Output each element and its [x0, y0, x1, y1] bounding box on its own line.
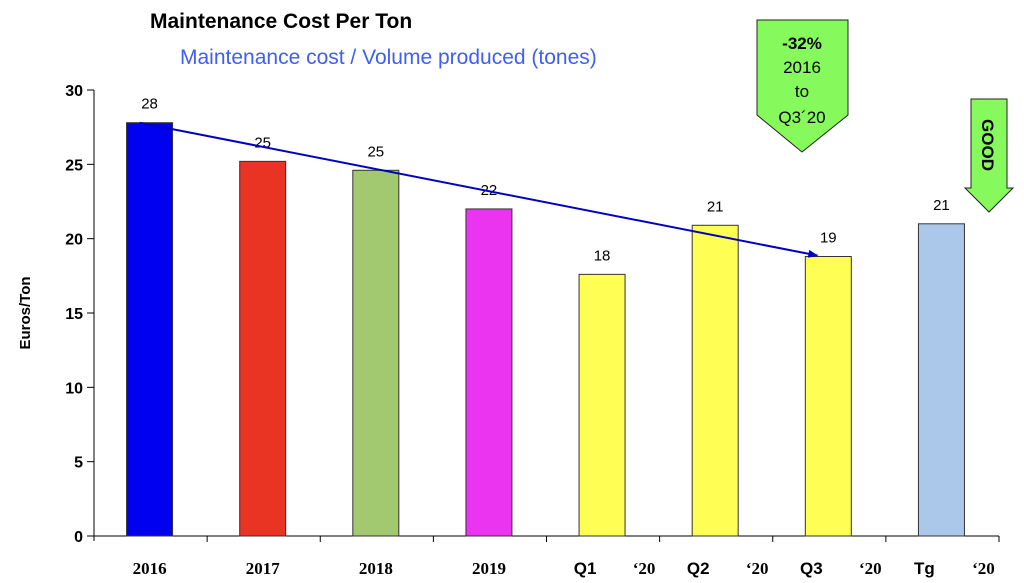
- x-axis: [87, 535, 1000, 542]
- x-tick-label: 2019: [472, 559, 506, 578]
- data-label: 21: [933, 197, 950, 214]
- x-tick-label-suffix: ‘20: [972, 559, 995, 578]
- bar-q3: [804, 256, 852, 537]
- x-tick-label-main: Tg: [914, 559, 935, 578]
- bar-tg: [917, 223, 965, 537]
- bars: [126, 122, 965, 537]
- data-label: 21: [707, 198, 724, 215]
- chart-subtitle: Maintenance cost / Volume produced (tone…: [180, 46, 597, 69]
- callout-percent: -32%: [782, 34, 822, 53]
- y-tick-label: 0: [74, 529, 83, 546]
- y-tick-label: 10: [65, 380, 83, 397]
- data-label: 25: [367, 143, 384, 160]
- y-tick-label: 25: [65, 157, 83, 174]
- x-tick-label: 2016: [133, 559, 167, 578]
- bar-2018: [352, 169, 400, 537]
- callout-line-3: to: [795, 82, 809, 101]
- chart-title: Maintenance Cost Per Ton: [150, 10, 412, 33]
- x-tick-label-suffix: ‘20: [633, 559, 656, 578]
- x-tick-labels: 2016 2017 2018 2019 Q1 ‘20 Q2 ‘20 Q3 ‘20 Tg ‘20: [133, 559, 995, 578]
- x-tick-label: 2017: [246, 559, 281, 578]
- x-tick-label-main: Q2: [687, 559, 710, 578]
- bar-2019: [465, 208, 513, 537]
- bar-q1: [578, 273, 626, 537]
- x-tick-label-suffix: ‘20: [746, 559, 769, 578]
- good-label: GOOD: [978, 119, 997, 171]
- data-label: 19: [820, 230, 837, 247]
- data-label: 18: [594, 247, 611, 264]
- good-direction-indicator: GOOD: [963, 98, 1015, 213]
- y-tick-label: 15: [65, 306, 83, 323]
- trend-arrow: [139, 121, 819, 258]
- callout-line-2: 2016: [783, 58, 821, 77]
- bar-2016: [126, 122, 174, 537]
- down-arrow-icon: [963, 98, 1015, 213]
- y-tick-label: 5: [74, 455, 83, 472]
- bar-2017: [239, 160, 287, 537]
- x-tick-label-main: Q1: [574, 559, 597, 578]
- y-tick-label: 20: [65, 232, 83, 249]
- x-tick-label-main: Q3: [800, 559, 823, 578]
- callout-arrow-shape: [756, 19, 849, 153]
- y-axis-label: Euros/Ton: [17, 276, 34, 349]
- callout-line-4: Q3´20: [778, 108, 825, 127]
- bar-q2: [691, 224, 739, 537]
- x-tick-label-suffix: ‘20: [859, 559, 882, 578]
- reduction-callout: -32% 2016 to Q3´20: [756, 19, 849, 153]
- y-tick-label: 30: [65, 83, 83, 100]
- data-label: 28: [141, 96, 158, 113]
- y-axis: 0 5 10 15 20 25 30: [65, 83, 95, 546]
- x-tick-label: 2018: [359, 559, 393, 578]
